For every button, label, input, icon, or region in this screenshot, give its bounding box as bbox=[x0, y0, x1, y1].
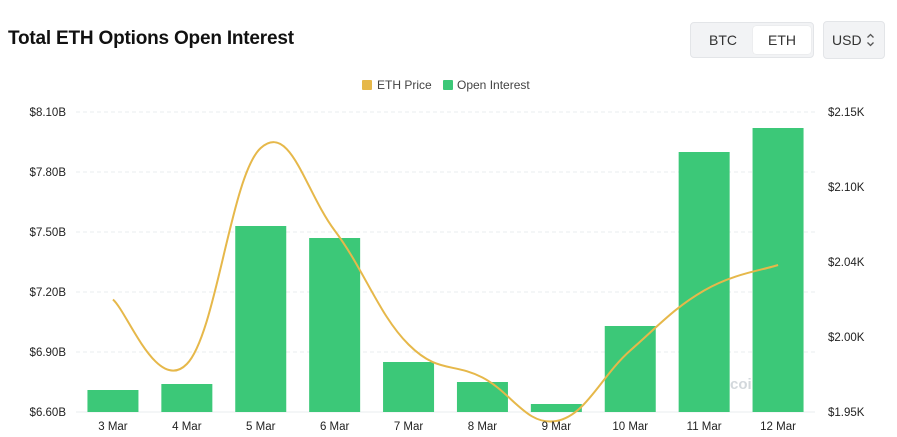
chevron-updown-icon bbox=[866, 22, 875, 73]
left-axis: $6.60B $6.90B $7.20B $7.50B $7.80B $8.10B bbox=[30, 107, 67, 419]
btc-tab[interactable]: BTC bbox=[709, 32, 737, 48]
legend-item-open-interest[interactable]: Open Interest bbox=[443, 78, 530, 92]
open-interest-bar[interactable] bbox=[383, 362, 435, 412]
x-axis-tick-label: 8 Mar bbox=[468, 421, 498, 433]
legend: ETH Price Open Interest bbox=[362, 78, 530, 92]
open-interest-bar[interactable] bbox=[161, 384, 213, 412]
price-line bbox=[112, 141, 779, 423]
currency-value: USD bbox=[832, 32, 862, 48]
right-axis-tick-label: $1.95K bbox=[828, 407, 865, 419]
right-axis-tick-label: $2.00K bbox=[828, 332, 865, 344]
left-axis-tick-label: $6.60B bbox=[30, 407, 67, 419]
right-axis-tick-label: $2.10K bbox=[828, 182, 865, 194]
open-interest-bar[interactable] bbox=[309, 238, 361, 412]
asset-toggle: BTC ETH bbox=[690, 22, 814, 58]
open-interest-bar[interactable] bbox=[87, 390, 139, 412]
right-axis-tick-label: $2.04K bbox=[828, 257, 865, 269]
right-axis-tick-label: $2.15K bbox=[828, 107, 865, 119]
open-interest-bar[interactable] bbox=[235, 226, 287, 412]
left-axis-tick-label: $7.80B bbox=[30, 167, 67, 179]
left-axis-tick-label: $8.10B bbox=[30, 107, 67, 119]
currency-select[interactable]: USD bbox=[823, 21, 885, 59]
left-axis-tick-label: $7.50B bbox=[30, 227, 67, 239]
page-title: Total ETH Options Open Interest bbox=[8, 28, 294, 49]
legend-swatch-eth-price bbox=[362, 80, 372, 90]
left-axis-tick-label: $7.20B bbox=[30, 287, 67, 299]
x-axis-tick-label: 5 Mar bbox=[246, 421, 276, 433]
x-axis-tick-label: 6 Mar bbox=[320, 421, 350, 433]
open-interest-bar[interactable] bbox=[456, 382, 508, 412]
legend-label-open-interest: Open Interest bbox=[457, 78, 530, 92]
legend-item-eth-price[interactable]: ETH Price bbox=[362, 78, 432, 92]
x-axis-tick-label: 7 Mar bbox=[394, 421, 424, 433]
x-axis: 3 Mar 4 Mar 5 Mar 6 Mar 7 Mar 8 Mar 9 Mar 10 Ma… bbox=[98, 421, 796, 433]
x-axis-tick-label: 12 Mar bbox=[760, 421, 796, 433]
x-axis-tick-label: 4 Mar bbox=[172, 421, 202, 433]
legend-swatch-open-interest bbox=[443, 80, 453, 90]
x-axis-tick-label: 11 Mar bbox=[687, 421, 722, 433]
right-axis: $1.95K $2.00K $2.04K $2.10K $2.15K bbox=[828, 107, 865, 419]
eth-tab[interactable]: ETH bbox=[753, 26, 811, 54]
x-axis-tick-label: 3 Mar bbox=[98, 421, 128, 433]
bars bbox=[87, 128, 804, 412]
eth-price-line[interactable] bbox=[112, 141, 779, 423]
open-interest-bar[interactable] bbox=[530, 404, 582, 412]
x-axis-tick-label: 10 Mar bbox=[612, 421, 648, 433]
left-axis-tick-label: $6.90B bbox=[30, 347, 67, 359]
x-axis-tick-label: 9 Mar bbox=[542, 421, 572, 433]
legend-label-eth-price: ETH Price bbox=[377, 78, 432, 92]
